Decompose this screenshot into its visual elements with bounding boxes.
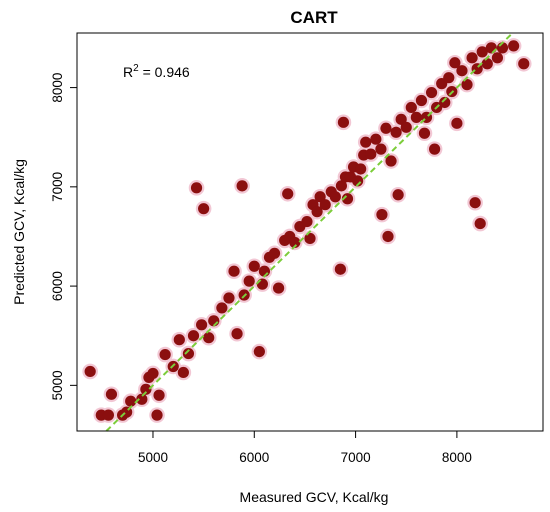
data-point — [390, 126, 402, 138]
y-axis-label: Predicted GCV, Kcal/kg — [11, 159, 27, 305]
data-point — [311, 206, 323, 218]
data-point — [223, 292, 235, 304]
data-point — [415, 94, 428, 107]
data-point — [248, 260, 260, 272]
y-tick-label: 8000 — [50, 73, 65, 103]
x-tick-label: 6000 — [239, 450, 269, 465]
data-point — [243, 275, 255, 287]
data-point — [469, 197, 481, 209]
data-point — [187, 330, 200, 342]
data-point — [410, 111, 422, 123]
data-point — [449, 57, 461, 69]
y-tick-label: 6000 — [50, 271, 65, 301]
data-point — [153, 389, 165, 401]
data-point — [474, 217, 486, 230]
data-point — [289, 236, 301, 249]
data-point — [375, 143, 387, 155]
data-point — [518, 58, 530, 70]
data-point — [508, 40, 520, 52]
data-point — [216, 302, 228, 314]
data-point — [341, 193, 354, 205]
data-point — [360, 136, 372, 148]
r-squared-value: = 0.946 — [139, 64, 190, 80]
data-point — [491, 52, 504, 64]
data-point — [337, 116, 350, 128]
data-point — [105, 388, 118, 400]
data-point — [382, 230, 394, 243]
x-tick-label: 7000 — [341, 450, 371, 465]
y-tick-label: 5000 — [50, 370, 65, 400]
data-point — [136, 393, 148, 405]
data-point — [392, 189, 404, 201]
data-point — [231, 328, 243, 340]
data-point — [177, 366, 189, 379]
data-point — [314, 191, 326, 203]
r-squared-superscript: 2 — [133, 63, 139, 74]
data-point — [425, 86, 438, 99]
data-point — [236, 180, 248, 192]
r-squared-prefix: R — [123, 64, 133, 80]
data-point — [456, 65, 468, 77]
data-point — [365, 148, 377, 160]
data-point — [319, 199, 331, 211]
data-point — [272, 282, 285, 294]
x-tick-label: 8000 — [442, 450, 472, 465]
data-point — [159, 348, 171, 361]
x-tick-label: 5000 — [138, 450, 168, 465]
data-point — [301, 215, 313, 228]
data-point — [429, 143, 441, 155]
data-point — [376, 209, 388, 221]
x-axis-label: Measured GCV, Kcal/kg — [240, 489, 389, 505]
data-point — [476, 46, 488, 58]
data-point — [334, 263, 346, 275]
data-point — [395, 113, 407, 125]
data-point — [102, 409, 115, 421]
data-point — [385, 155, 397, 167]
data-point — [84, 365, 96, 378]
data-point — [352, 175, 364, 187]
y-tick-label: 7000 — [50, 172, 65, 202]
data-point — [335, 180, 348, 192]
r-squared-annotation: R2 = 0.946 — [123, 63, 190, 80]
data-point — [182, 347, 195, 360]
data-point — [253, 345, 265, 358]
data-point — [198, 203, 210, 215]
data-point — [256, 278, 268, 290]
data-point — [282, 188, 294, 200]
data-point — [304, 232, 316, 245]
data-point — [355, 163, 367, 175]
chart-title: CART — [290, 8, 338, 27]
data-point — [196, 319, 208, 331]
data-point — [400, 121, 412, 133]
data-point — [125, 395, 137, 407]
data-point — [443, 72, 455, 84]
data-point — [466, 52, 478, 64]
data-point — [405, 101, 417, 114]
data-point — [370, 133, 382, 145]
x-axis-ticks: 5000 6000 7000 8000 — [138, 431, 472, 465]
data-point — [451, 117, 463, 129]
data-point — [190, 182, 203, 194]
data-point — [268, 247, 281, 259]
data-point — [151, 409, 163, 421]
data-point — [481, 58, 493, 70]
data-point — [485, 42, 497, 54]
data-point — [173, 334, 185, 346]
data-point — [140, 383, 152, 395]
reference-line — [105, 32, 514, 432]
data-point — [439, 96, 451, 109]
data-point — [203, 332, 215, 344]
plot-frame — [76, 32, 544, 432]
data-point — [228, 265, 240, 277]
data-point — [418, 127, 431, 139]
data-point — [461, 79, 473, 91]
plot-marks — [82, 32, 532, 432]
data-point — [329, 191, 341, 203]
data-point — [147, 367, 159, 380]
data-point — [380, 122, 392, 134]
y-axis-ticks: 5000 6000 7000 8000 — [50, 73, 77, 400]
